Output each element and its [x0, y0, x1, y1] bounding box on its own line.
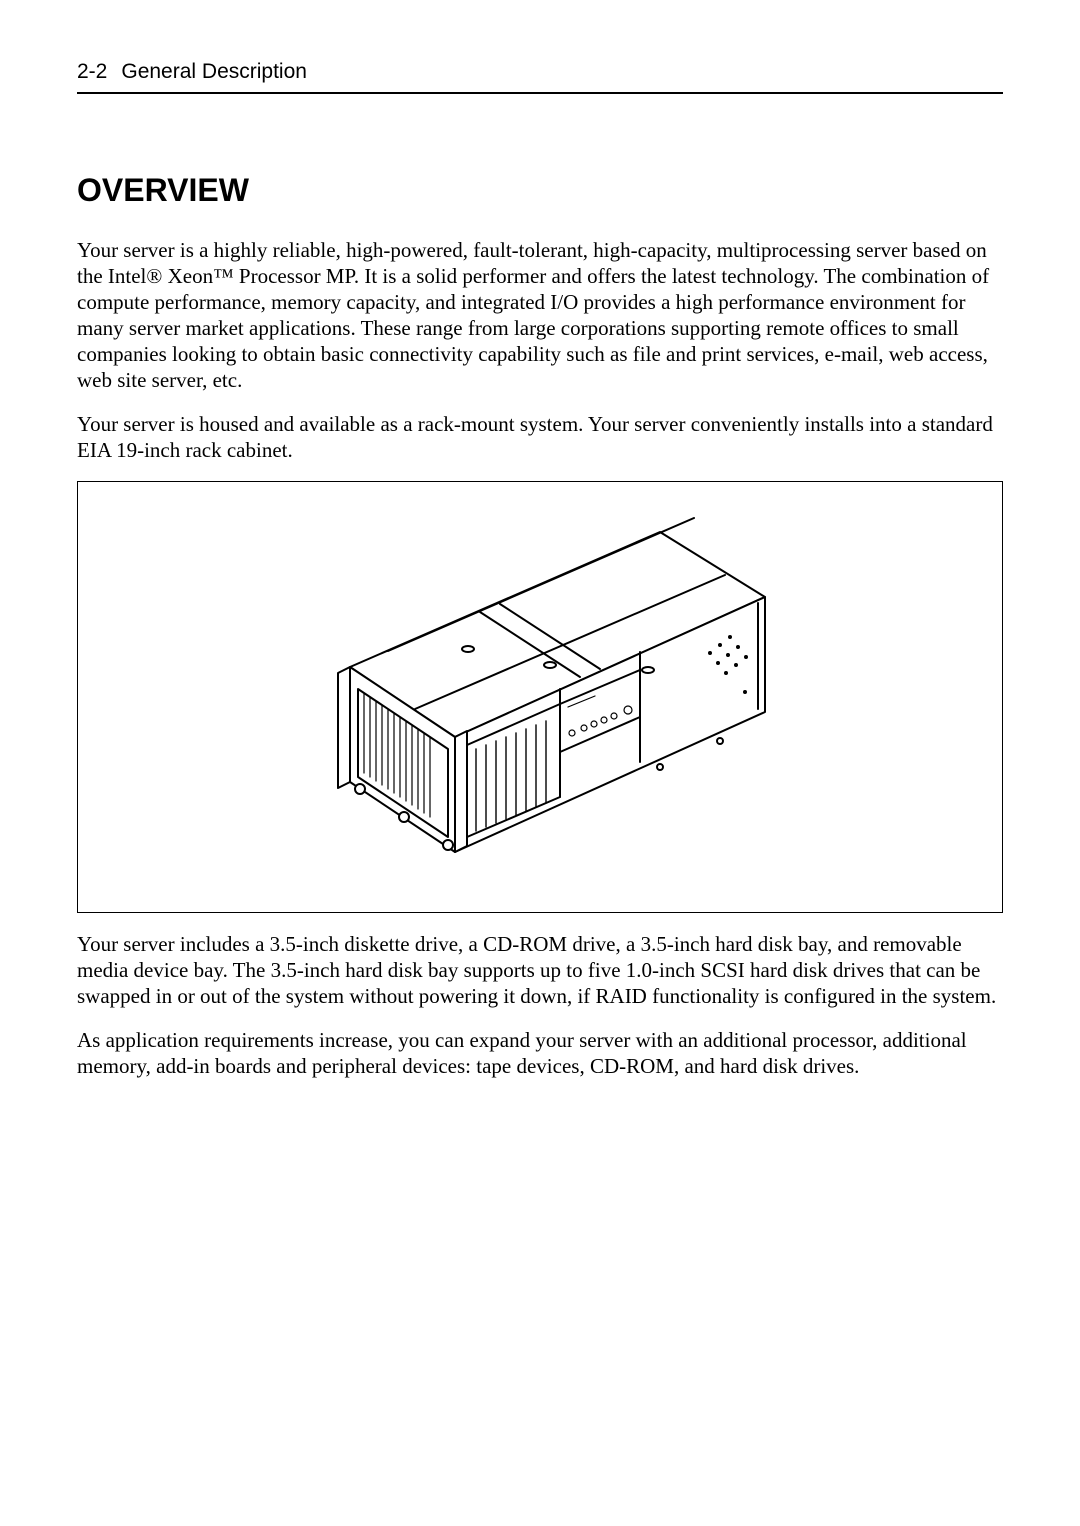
overview-paragraph-1: Your server is a highly reliable, high-p…: [77, 237, 1003, 393]
page-header: 2-2 General Description: [77, 60, 1003, 94]
overview-heading: OVERVIEW: [77, 172, 1003, 209]
section-title: General Description: [121, 60, 307, 84]
overview-paragraph-2: Your server is housed and available as a…: [77, 411, 1003, 463]
overview-paragraph-4: As application requirements increase, yo…: [77, 1027, 1003, 1079]
overview-paragraph-3: Your server includes a 3.5-inch diskette…: [77, 931, 1003, 1009]
server-figure-container: [77, 481, 1003, 913]
server-rack-illustration: [260, 497, 820, 897]
page-number: 2-2: [77, 60, 107, 84]
